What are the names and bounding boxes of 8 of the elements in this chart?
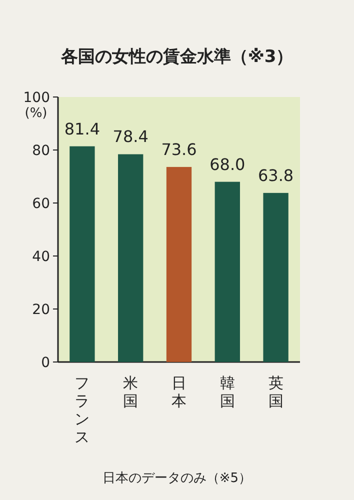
ylabel: (%)	[24, 106, 48, 121]
y-tick-label: 0	[41, 355, 50, 371]
y-tick-label: 40	[32, 249, 50, 265]
y-tick-label: 20	[32, 302, 50, 318]
y-tick-label: 80	[32, 143, 50, 159]
title: 各国の女性の賃金水準（※3）	[60, 47, 294, 67]
y-tick-label: 100	[23, 90, 50, 106]
y-tick-label: 60	[32, 196, 50, 212]
